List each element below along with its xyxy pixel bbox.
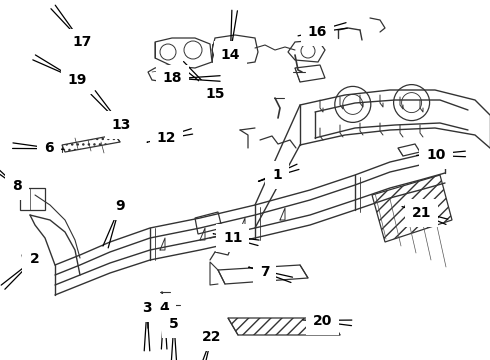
Polygon shape [22, 248, 38, 267]
Text: 10: 10 [416, 148, 466, 162]
Text: 17: 17 [51, 5, 92, 49]
Text: 6: 6 [13, 141, 63, 155]
Text: 1: 1 [258, 164, 299, 181]
Text: 12: 12 [147, 129, 193, 144]
Text: 5: 5 [169, 317, 179, 360]
Text: 18: 18 [163, 72, 220, 85]
Text: 19: 19 [33, 55, 87, 87]
Text: 20: 20 [303, 314, 352, 328]
Polygon shape [398, 144, 420, 156]
Polygon shape [288, 40, 325, 62]
Polygon shape [155, 38, 212, 68]
Text: 7: 7 [248, 265, 293, 283]
Text: 11: 11 [213, 231, 259, 246]
Polygon shape [148, 65, 172, 82]
Text: 4: 4 [159, 301, 169, 349]
Text: 9: 9 [103, 199, 125, 248]
Polygon shape [212, 35, 258, 65]
Text: 22: 22 [196, 330, 221, 360]
Polygon shape [295, 65, 325, 82]
Text: 2: 2 [1, 252, 39, 289]
Text: 14: 14 [220, 10, 240, 62]
Text: 13: 13 [91, 91, 131, 132]
Text: 3: 3 [142, 301, 152, 351]
Polygon shape [218, 265, 308, 284]
Text: 21: 21 [402, 206, 448, 224]
Polygon shape [195, 212, 222, 234]
Polygon shape [20, 188, 45, 210]
Text: 16: 16 [298, 23, 347, 39]
Text: 15: 15 [180, 62, 225, 101]
Text: 8: 8 [0, 158, 22, 193]
